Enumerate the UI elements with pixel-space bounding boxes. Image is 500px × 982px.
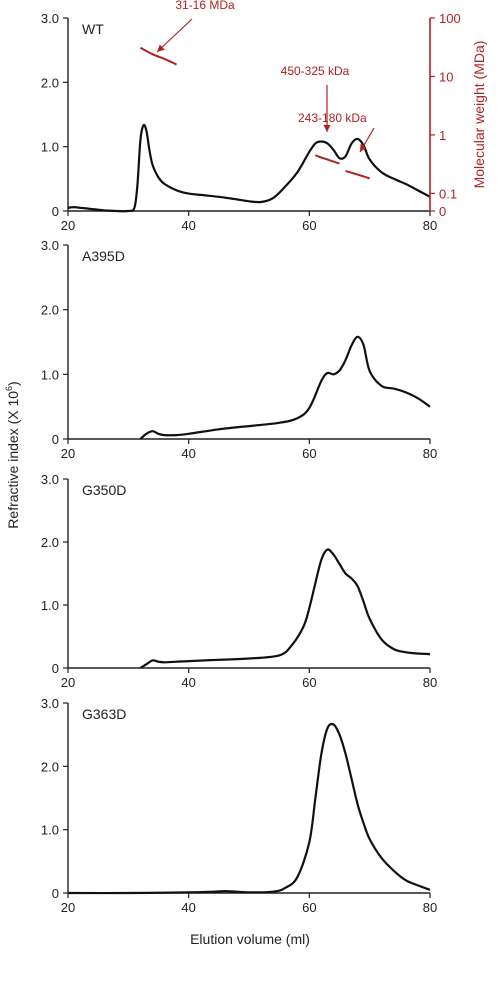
y-tick-label: 2.0 [41, 303, 59, 318]
y-tick-label: 0 [52, 432, 59, 447]
panel-wt: 0 1.0 2.0 3.0 20 40 60 80 WT 0 0.1 1 10 100 Molecular … [41, 11, 487, 233]
x-tick-label: 80 [423, 218, 437, 233]
panel-label: A395D [82, 248, 125, 264]
panel-a395d: 0 1.0 2.0 3.0 20 40 60 80 A395D [41, 238, 437, 461]
annotation-450-325-kda: 450-325 kDa [281, 64, 350, 78]
y-tick-label: 0 [52, 204, 59, 219]
annotation-31-16-mda: 31-16 MDa [175, 0, 235, 12]
y-tick-label: 1.0 [41, 598, 59, 613]
x-tick-label: 20 [61, 900, 75, 915]
x-tick-label: 40 [181, 218, 195, 233]
y-tick-label: 3.0 [41, 238, 59, 253]
x-tick-label: 60 [302, 446, 316, 461]
y-tick-label: 0 [52, 886, 59, 901]
mw-tick-label: 10 [439, 69, 453, 84]
y-tick-label: 3.0 [41, 696, 59, 711]
y-tick-label: 1.0 [41, 823, 59, 838]
mw-trace [315, 154, 340, 165]
x-tick-label: 80 [423, 446, 437, 461]
series-line [67, 722, 431, 895]
y-tick-label: 2.0 [41, 535, 59, 550]
annotation-243-180-kda: 243-180 kDa [298, 111, 367, 125]
annotation-arrow-243-180 [359, 127, 375, 153]
x-tick-label: 40 [181, 900, 195, 915]
panel-label: G350D [82, 482, 126, 498]
shared-y-axis-label: Refractive index (X 106) [4, 381, 21, 528]
x-tick-label: 40 [181, 446, 195, 461]
mw-annotations: 31-16 MDa 450-325 kDa 243-180 kDa [156, 0, 375, 153]
x-tick-label: 60 [302, 675, 316, 690]
series-line [139, 335, 431, 440]
x-tick-label: 20 [61, 446, 75, 461]
shared-x-axis-label: Elution volume (ml) [190, 931, 310, 947]
series-line [67, 123, 431, 213]
y-tick-label: 1.0 [41, 140, 59, 155]
mw-axis-label: Molecular weight (MDa) [471, 41, 487, 189]
annotation-arrow-31-16 [156, 18, 193, 53]
mw-trace [345, 169, 371, 180]
mw-tick-label: 100 [439, 11, 461, 26]
mw-trace [139, 46, 178, 66]
panel-g350d: 0 1.0 2.0 3.0 20 40 60 80 G350D [41, 472, 437, 690]
mw-tick-label: 0.1 [439, 186, 457, 201]
mw-tick-label: 1 [439, 128, 446, 143]
panel-label: G363D [82, 706, 126, 722]
x-tick-label: 20 [61, 218, 75, 233]
x-tick-label: 80 [423, 675, 437, 690]
y-tick-label: 3.0 [41, 11, 59, 26]
mw-tick-label: 0 [439, 204, 446, 219]
y-tick-label: 2.0 [41, 759, 59, 774]
x-tick-label: 60 [302, 900, 316, 915]
panel-label: WT [82, 21, 104, 37]
y-tick-label: 1.0 [41, 367, 59, 382]
x-tick-label: 80 [423, 900, 437, 915]
y-tick-label: 0 [52, 661, 59, 676]
series-line [139, 548, 431, 669]
y-tick-label: 2.0 [41, 75, 59, 90]
panel-g363d: 0 1.0 2.0 3.0 20 40 60 80 G363D [41, 696, 437, 915]
x-tick-label: 20 [61, 675, 75, 690]
x-tick-label: 60 [302, 218, 316, 233]
x-tick-label: 40 [181, 675, 195, 690]
y-tick-label: 3.0 [41, 472, 59, 487]
